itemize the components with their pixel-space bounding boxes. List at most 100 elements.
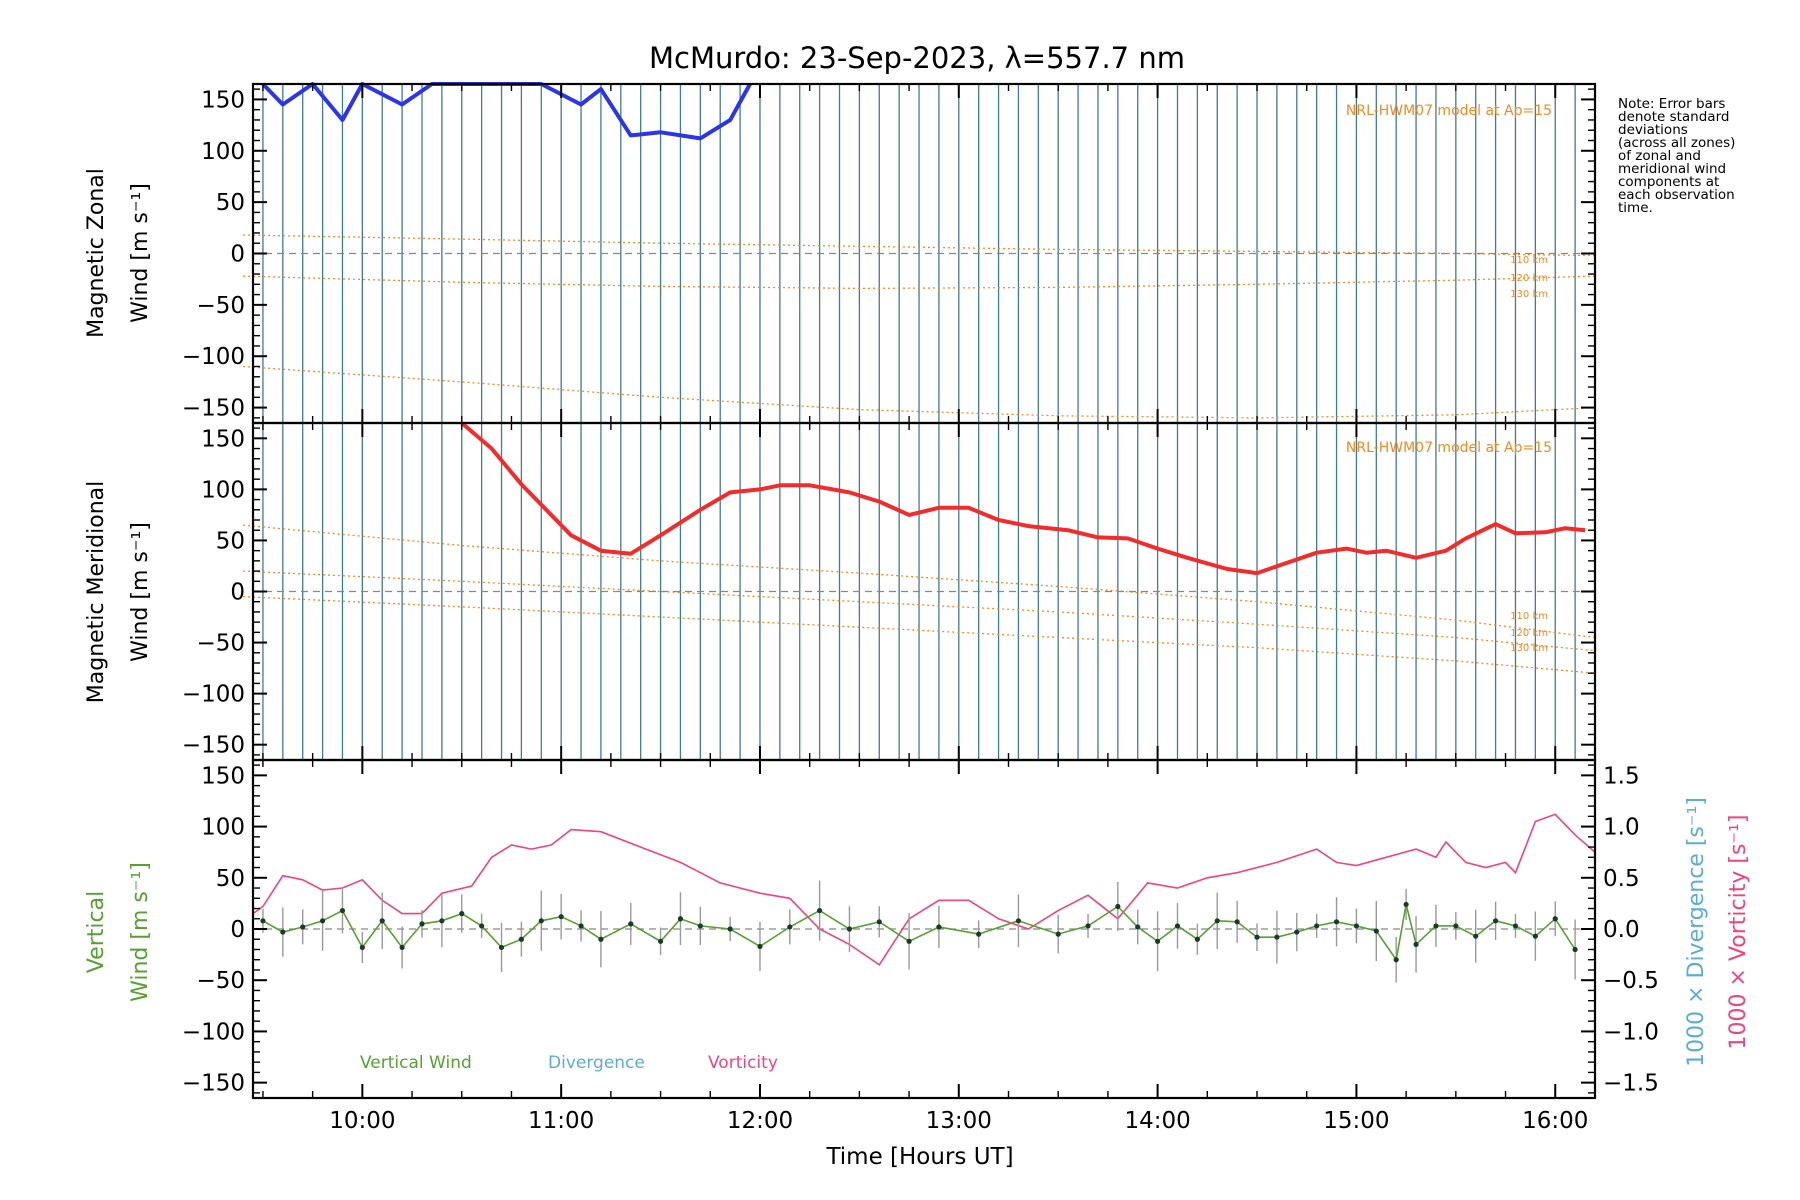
vertical-wind-point	[628, 921, 634, 927]
meridional-model-curve	[243, 570, 1596, 652]
vertical-wind-point	[260, 918, 266, 924]
vertical-wind-point	[1234, 919, 1240, 925]
y-tick-label: 100	[201, 815, 245, 841]
vertical-wind-point	[1194, 936, 1200, 942]
vertical-wind-point	[1085, 923, 1091, 929]
zonal-model-alt-130: 130 km	[1510, 289, 1548, 300]
y2-tick-label: −0.5	[1603, 968, 1659, 994]
vertical-wind-point	[657, 938, 664, 944]
y2-tick-label: 1.0	[1603, 815, 1640, 841]
y-tick-label: −100	[182, 344, 245, 370]
zonal-y-label-line2: Wind [m s⁻¹]	[128, 183, 153, 323]
vertical-wind-point	[1055, 931, 1061, 937]
y-tick-label: 0	[230, 917, 245, 943]
vertical-wind-point	[439, 918, 445, 924]
y-tick-label: −150	[182, 396, 245, 422]
zonal-model-curves	[243, 234, 1596, 419]
vertical-wind-point	[976, 931, 982, 937]
zonal-y-label: Magnetic Zonal Wind [m s⁻¹]	[84, 168, 153, 338]
vertical-wind-point	[757, 943, 763, 950]
meridional-model-label: NRL-HWM07 model at Ap=15	[1346, 440, 1552, 456]
meridional-model-alt-120: 120 km	[1510, 628, 1548, 639]
zonal-model-label: NRL-HWM07 model at Ap=15	[1346, 103, 1552, 119]
vertical-wind-point	[1274, 934, 1280, 940]
y2-tick-label: 0.5	[1603, 866, 1640, 892]
note-line: deviations	[1618, 122, 1688, 138]
x-tick-label: 10:00	[329, 1108, 395, 1134]
y-tick-label: 0	[230, 580, 245, 606]
vertical-wind-point	[1015, 918, 1022, 924]
meridional-y-label-line2: Wind [m s⁻¹]	[128, 522, 153, 662]
panel-zonal: 150 100 50 0 −50 −100 −150 NRL-HWM07 model at …	[84, 82, 1597, 425]
vertical-wind-point	[1453, 923, 1459, 929]
legend-vertical-wind: Vertical Wind	[360, 1053, 472, 1073]
zonal-model-curve	[243, 234, 1596, 257]
note-line: denote standard	[1618, 109, 1730, 125]
vertical-wind-point	[1373, 928, 1379, 934]
x-tick-label: 14:00	[1124, 1108, 1190, 1134]
zonal-y-label-line1: Magnetic Zonal	[84, 168, 109, 338]
vertical-wind-point	[300, 924, 306, 930]
vertical-wind-point	[697, 923, 703, 929]
y-tick-label: 100	[201, 139, 245, 165]
y-tick-label: 100	[201, 477, 245, 503]
x-tick-label: 13:00	[926, 1108, 992, 1134]
vertical-wind-point	[1353, 923, 1360, 929]
legend-vorticity: Vorticity	[708, 1053, 778, 1073]
y-tick-label: 150	[201, 87, 245, 113]
vertical-wind-point	[1155, 938, 1161, 944]
zonal-model-alt-110: 110 km	[1510, 255, 1548, 266]
x-tick-label: 12:00	[727, 1108, 793, 1134]
divergence-axis-label: 1000 × Divergence [s⁻¹]	[1684, 797, 1709, 1067]
figure-title: McMurdo: 23-Sep-2023, λ=557.7 nm	[649, 41, 1185, 75]
vertical-wind-point	[339, 907, 346, 914]
vertical-wind-point	[558, 914, 564, 920]
meridional-model-alt-110: 110 km	[1510, 611, 1548, 622]
vertical-wind-point	[936, 924, 942, 930]
x-tick-label: 16:00	[1522, 1108, 1588, 1134]
vertical-wind-point	[817, 907, 823, 914]
vertical-wind-point	[1512, 923, 1519, 929]
vertical-wind-point	[1333, 919, 1340, 925]
vertical-wind-point	[906, 938, 912, 944]
vertical-wind-point	[1552, 916, 1558, 922]
note-line: components at	[1618, 174, 1720, 190]
vertical-wind-point	[598, 936, 604, 942]
y-tick-label: −150	[182, 1071, 245, 1097]
vertical-wind-point	[1433, 923, 1439, 929]
zonal-model-alt-120: 120 km	[1510, 273, 1548, 284]
x-axis-label: Time [Hours UT]	[825, 1144, 1013, 1170]
vertical-wind-point	[1115, 903, 1121, 910]
vertical-wind-point	[1403, 901, 1409, 908]
vertical-wind-point	[787, 924, 793, 930]
vertical-wind-point	[677, 916, 684, 922]
vertical-wind-point	[359, 944, 365, 951]
y-tick-label: 50	[216, 866, 245, 892]
note-line: Note: Error bars	[1618, 96, 1726, 112]
vertical-wind-point	[876, 919, 882, 925]
vorticity-line	[252, 813, 1596, 966]
y-tick-label: 150	[201, 763, 245, 789]
vorticity-axis-label: 1000 × Vorticity [s⁻¹]	[1726, 815, 1751, 1050]
panel-meridional: 150 100 50 0 −50 −100 −150 NRL-HWM07 model at …	[84, 421, 1597, 762]
vertical-wind-point	[459, 911, 465, 917]
vertical-wind-point	[1174, 923, 1181, 929]
vertical-y-label-line1: Vertical	[84, 891, 109, 973]
y-tick-label: −50	[196, 293, 245, 319]
y-tick-label: −100	[182, 1019, 245, 1045]
vertical-wind-point	[479, 923, 485, 929]
legend-divergence: Divergence	[548, 1053, 645, 1073]
vertical-wind-point	[1314, 923, 1320, 929]
vertical-wind-point	[518, 936, 525, 942]
panel-vertical: 150 100 50 0 −50 −100 −150 10:00 11:00 12:00 13:00…	[84, 758, 1751, 1170]
y-tick-label: −150	[182, 733, 245, 759]
vertical-wind-point	[498, 944, 505, 951]
vertical-wind-point	[399, 944, 405, 951]
x-tick-label: 11:00	[528, 1108, 594, 1134]
y-tick-label: 150	[201, 426, 245, 452]
vertical-wind-point	[1532, 933, 1538, 939]
vertical-wind-point	[1294, 929, 1300, 935]
vertical-wind-point	[419, 921, 425, 927]
y-tick-label: 50	[216, 528, 245, 554]
